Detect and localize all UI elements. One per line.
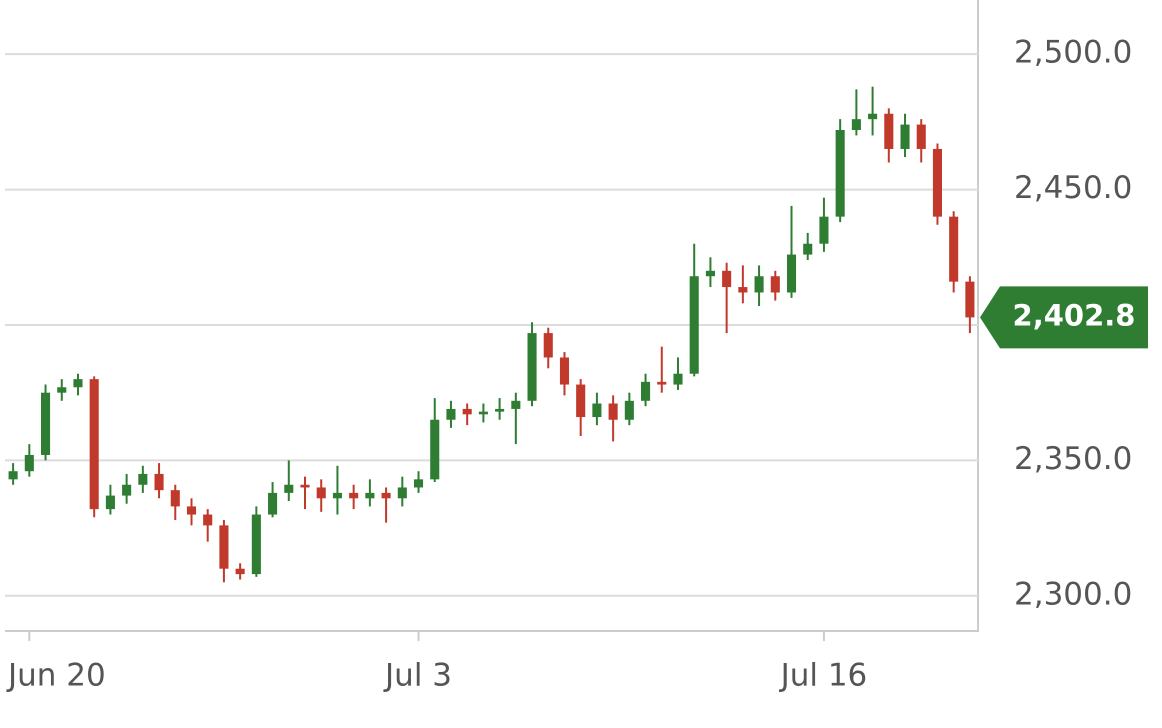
candle-body [235,568,245,575]
candle-body [8,471,18,480]
candle-body [673,373,683,385]
price-badge [980,286,1148,349]
x-tick-label: Jul 3 [383,658,452,694]
candle-body [365,492,375,499]
candle-body [689,276,699,374]
candle-body [251,514,261,575]
y-tick-label: 2,300.0 [1014,576,1132,612]
candle-body [446,408,456,420]
candle-body [495,408,505,412]
candle-body [154,473,164,491]
candle-body [186,506,197,515]
candle-body [41,392,51,455]
candle-body [413,479,424,488]
candle-body [900,124,910,149]
candle-body [786,254,797,293]
candle-body [268,492,278,515]
y-tick-label: 2,350.0 [1014,441,1132,477]
candle-body [138,473,148,485]
candle-body [705,270,715,277]
price-badge-label: 2,402.8 [1013,298,1136,332]
candle-body [559,357,570,385]
candle-body [349,492,359,499]
candle-body [949,216,959,282]
candle-body [527,333,537,401]
candle-body [543,333,553,358]
candle-body [657,381,667,385]
candle-body [608,403,618,420]
candle-body [203,514,213,526]
y-tick-label: 2,450.0 [1014,170,1132,206]
candle-body [932,148,942,217]
candle-body [722,270,732,288]
candle-body [397,487,407,499]
candle-body [57,387,67,393]
candle-body [122,484,132,496]
candle-body [170,490,180,507]
candle-body [105,495,115,510]
candle-body [511,400,521,409]
candle-body [24,454,34,472]
y-tick-label: 2,500.0 [1014,35,1132,71]
candle-body [73,379,83,388]
candle-body [430,419,440,480]
candle-body [592,403,602,418]
candle-body [89,379,99,510]
candle-body [851,119,861,130]
candle-body [316,487,326,499]
candle-body [641,381,651,401]
candle-body [835,129,845,217]
candle-body [478,411,488,415]
candle-body [576,384,586,418]
candle-body [770,276,780,293]
candle-body [381,492,391,499]
candle-body [219,525,229,569]
candle-body [884,113,894,149]
candle-body [868,113,878,120]
candle-body [965,281,975,318]
candle-body [284,484,294,493]
candle-body [754,276,764,293]
x-tick-label: Jun 20 [6,658,106,694]
candle-body [803,243,813,255]
candle-body [624,400,634,420]
candle-body [332,492,342,499]
candle-body [300,484,310,488]
candle-body [819,216,829,244]
x-tick-label: Jul 16 [779,658,868,694]
candle-body [738,287,748,293]
candle-body [462,408,472,415]
candle-body [916,124,926,149]
